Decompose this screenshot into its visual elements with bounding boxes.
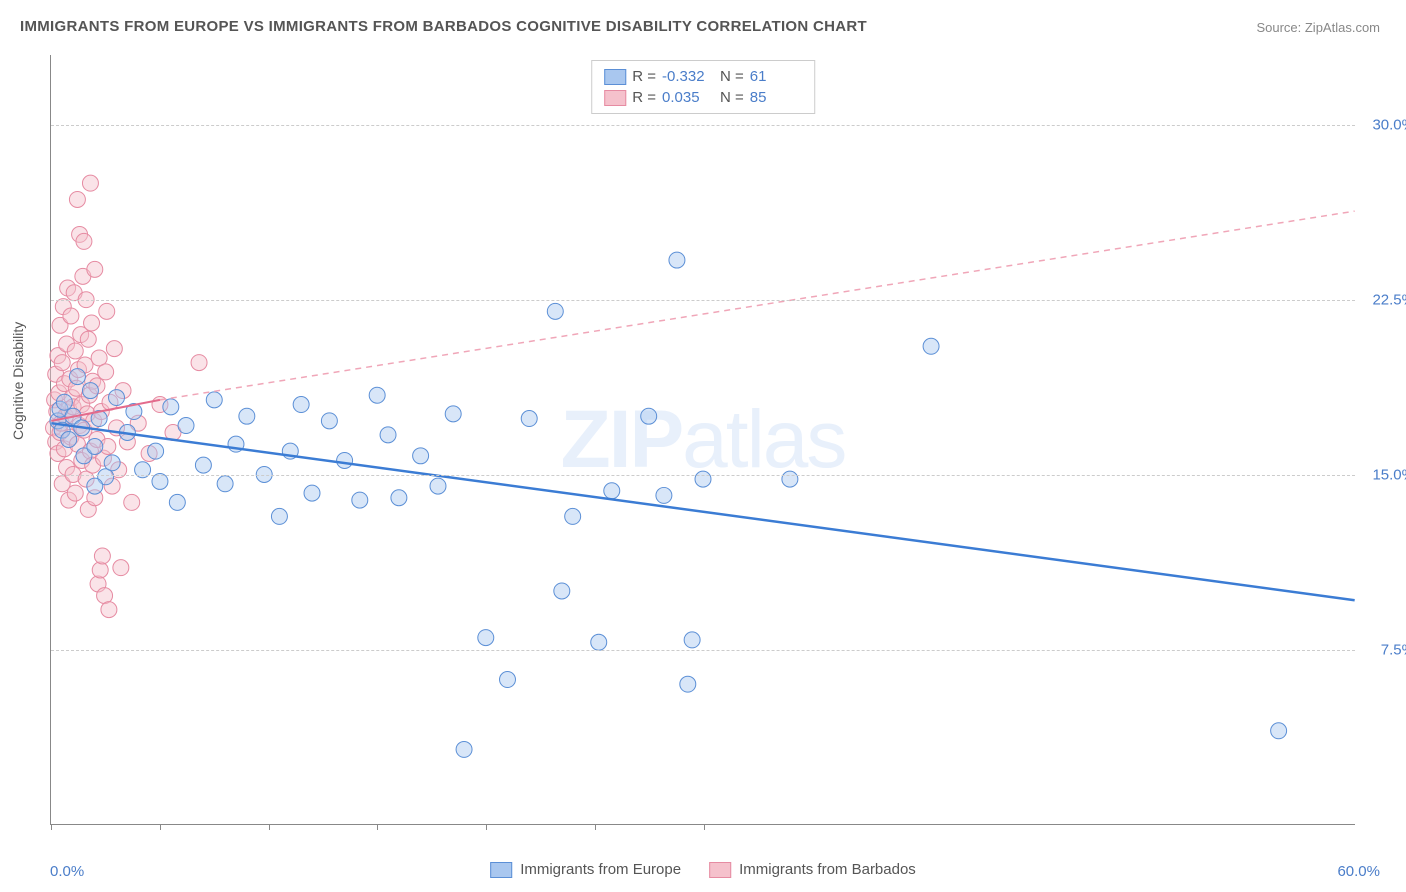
y-tick-label: 30.0%: [1360, 117, 1406, 134]
x-tick: [377, 824, 378, 830]
x-axis-max-label: 60.0%: [1337, 863, 1380, 880]
data-point: [565, 508, 581, 524]
data-point: [680, 676, 696, 692]
data-point: [163, 399, 179, 415]
data-point: [191, 355, 207, 371]
data-point: [641, 408, 657, 424]
x-tick: [595, 824, 596, 830]
data-point: [82, 383, 98, 399]
data-point: [104, 455, 120, 471]
legend-bottom-swatch-1: [490, 862, 512, 878]
data-point: [195, 457, 211, 473]
data-point: [67, 485, 83, 501]
legend-bottom-label-2: Immigrants from Barbados: [739, 861, 916, 878]
x-tick: [486, 824, 487, 830]
y-tick-label: 7.5%: [1360, 642, 1406, 659]
data-point: [217, 476, 233, 492]
data-point: [591, 634, 607, 650]
data-point: [148, 443, 164, 459]
legend-bottom-swatch-2: [709, 862, 731, 878]
gridline: [51, 300, 1355, 301]
data-point: [124, 494, 140, 510]
data-point: [321, 413, 337, 429]
data-point: [478, 630, 494, 646]
data-point: [500, 672, 516, 688]
gridline: [51, 125, 1355, 126]
x-tick: [269, 824, 270, 830]
data-point: [76, 233, 92, 249]
data-point: [169, 494, 185, 510]
data-point: [61, 432, 77, 448]
data-point: [87, 478, 103, 494]
data-point: [337, 452, 353, 468]
legend-bottom-item-1: Immigrants from Europe: [490, 861, 681, 878]
data-point: [391, 490, 407, 506]
data-point: [684, 632, 700, 648]
data-point: [304, 485, 320, 501]
data-point: [113, 560, 129, 576]
y-axis-title: Cognitive Disability: [10, 322, 26, 440]
y-tick-label: 15.0%: [1360, 467, 1406, 484]
legend-bottom: Immigrants from Europe Immigrants from B…: [490, 861, 916, 878]
data-point: [271, 508, 287, 524]
data-point: [413, 448, 429, 464]
data-point: [352, 492, 368, 508]
source-label: Source: ZipAtlas.com: [1256, 20, 1380, 35]
data-point: [239, 408, 255, 424]
data-point: [554, 583, 570, 599]
x-tick: [704, 824, 705, 830]
data-point: [445, 406, 461, 422]
x-axis-min-label: 0.0%: [50, 863, 84, 880]
data-point: [547, 303, 563, 319]
data-point: [369, 387, 385, 403]
gridline: [51, 650, 1355, 651]
data-point: [92, 562, 108, 578]
data-point: [63, 308, 79, 324]
data-point: [1271, 723, 1287, 739]
trend-line: [160, 211, 1355, 400]
y-tick-label: 22.5%: [1360, 292, 1406, 309]
data-point: [430, 478, 446, 494]
data-point: [669, 252, 685, 268]
data-point: [67, 343, 83, 359]
trend-line: [51, 423, 1354, 600]
data-point: [521, 411, 537, 427]
data-point: [206, 392, 222, 408]
data-point: [94, 548, 110, 564]
data-point: [99, 303, 115, 319]
data-point: [656, 487, 672, 503]
plot-area: ZIPatlas R = -0.332 N = 61 R = 0.035 N =…: [50, 55, 1355, 825]
data-point: [54, 355, 70, 371]
data-point: [106, 341, 122, 357]
data-point: [293, 397, 309, 413]
data-point: [80, 331, 96, 347]
data-point: [109, 390, 125, 406]
data-point: [69, 191, 85, 207]
x-tick: [51, 824, 52, 830]
gridline: [51, 475, 1355, 476]
data-point: [178, 418, 194, 434]
data-point: [782, 471, 798, 487]
data-point: [380, 427, 396, 443]
data-point: [82, 175, 98, 191]
data-point: [101, 602, 117, 618]
data-point: [84, 315, 100, 331]
plot-svg: [51, 55, 1355, 824]
data-point: [923, 338, 939, 354]
data-point: [87, 261, 103, 277]
data-point: [56, 394, 72, 410]
chart-title: IMMIGRANTS FROM EUROPE VS IMMIGRANTS FRO…: [20, 18, 867, 35]
data-point: [98, 364, 114, 380]
data-point: [69, 369, 85, 385]
legend-bottom-item-2: Immigrants from Barbados: [709, 861, 916, 878]
legend-bottom-label-1: Immigrants from Europe: [520, 861, 681, 878]
data-point: [604, 483, 620, 499]
data-point: [87, 439, 103, 455]
data-point: [456, 741, 472, 757]
x-tick: [160, 824, 161, 830]
data-point: [695, 471, 711, 487]
